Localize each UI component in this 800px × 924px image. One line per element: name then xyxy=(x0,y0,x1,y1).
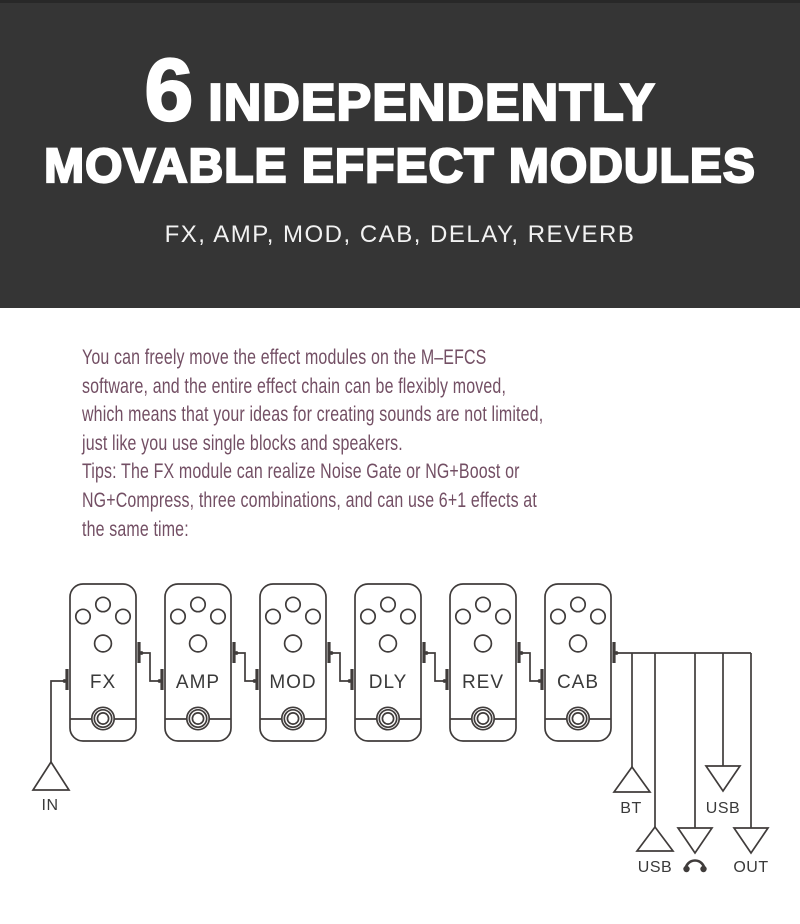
pedal-label: CAB xyxy=(557,672,599,693)
plug-triangle-icon xyxy=(31,760,71,791)
hero-title-line2: MOVABLE EFFECT MODULES xyxy=(43,140,756,193)
plug-triangle-icon xyxy=(732,827,770,855)
port-label-out: OUT xyxy=(733,859,768,876)
pedal-mod: MOD xyxy=(252,583,334,742)
paragraph-line: You can freely move the effect modules o… xyxy=(82,346,487,369)
pedal-label: DLY xyxy=(369,672,408,693)
port-label-usb-bottom: USB xyxy=(638,859,672,876)
paragraph-line: just like you use single blocks and spea… xyxy=(82,431,403,455)
pedal-label: MOD xyxy=(269,672,316,693)
pedal-amp: AMP xyxy=(157,583,239,742)
plug-triangle-icon xyxy=(612,765,652,793)
signal-chain-diagram: FX AMP MOD xyxy=(31,583,770,876)
patch-cable xyxy=(141,652,160,682)
hero-title-word: INDEPENDENTLY xyxy=(207,74,656,132)
patch-cable xyxy=(521,652,540,682)
usb-right-connector: USB xyxy=(704,653,742,817)
patch-cable xyxy=(331,652,350,682)
paragraph-line: which means that your ideas for creating… xyxy=(82,403,544,427)
plug-triangle-icon xyxy=(635,825,675,852)
plug-triangle-icon xyxy=(676,827,714,855)
plug-triangle-icon xyxy=(704,765,742,793)
paragraph-line: software, and the entire effect chain ca… xyxy=(82,374,507,398)
paragraph-line: the same time: xyxy=(82,517,189,541)
bt-connector: BT xyxy=(612,653,652,817)
out-connector: OUT xyxy=(732,653,770,876)
input-cable xyxy=(50,680,65,762)
pedal-fx: FX xyxy=(62,583,144,742)
paragraph-line: Tips: The FX module can realize Noise Ga… xyxy=(82,460,520,484)
pedal-cab: CAB xyxy=(537,583,619,742)
hero-banner: 6 INDEPENDENTLY MOVABLE EFFECT MODULES F… xyxy=(0,0,800,308)
hero-big-number: 6 xyxy=(143,40,194,139)
patch-cable xyxy=(236,652,255,682)
pedal-label: REV xyxy=(462,672,504,693)
pedal-label: AMP xyxy=(176,672,220,693)
input-connector: IN xyxy=(31,680,71,814)
patch-cable xyxy=(426,652,445,682)
hero-title-line1: 6 INDEPENDENTLY xyxy=(0,40,800,139)
port-label-bt: BT xyxy=(620,800,641,817)
port-label-usb-right: USB xyxy=(706,800,740,817)
headphone-connector xyxy=(676,653,714,873)
headphone-icon xyxy=(683,859,707,873)
pedal-rev: REV xyxy=(442,583,524,742)
pedal-label: FX xyxy=(90,672,116,693)
usb-bottom-connector: USB xyxy=(635,653,675,876)
pedal-dly: DLY xyxy=(347,583,429,742)
paragraph-line: NG+Compress, three combinations, and can… xyxy=(82,488,537,512)
port-label-in: IN xyxy=(42,797,59,814)
hero-subtitle: FX, AMP, MOD, CAB, DELAY, REVERB xyxy=(164,221,636,248)
description-paragraph: You can freely move the effect modules o… xyxy=(82,344,751,544)
